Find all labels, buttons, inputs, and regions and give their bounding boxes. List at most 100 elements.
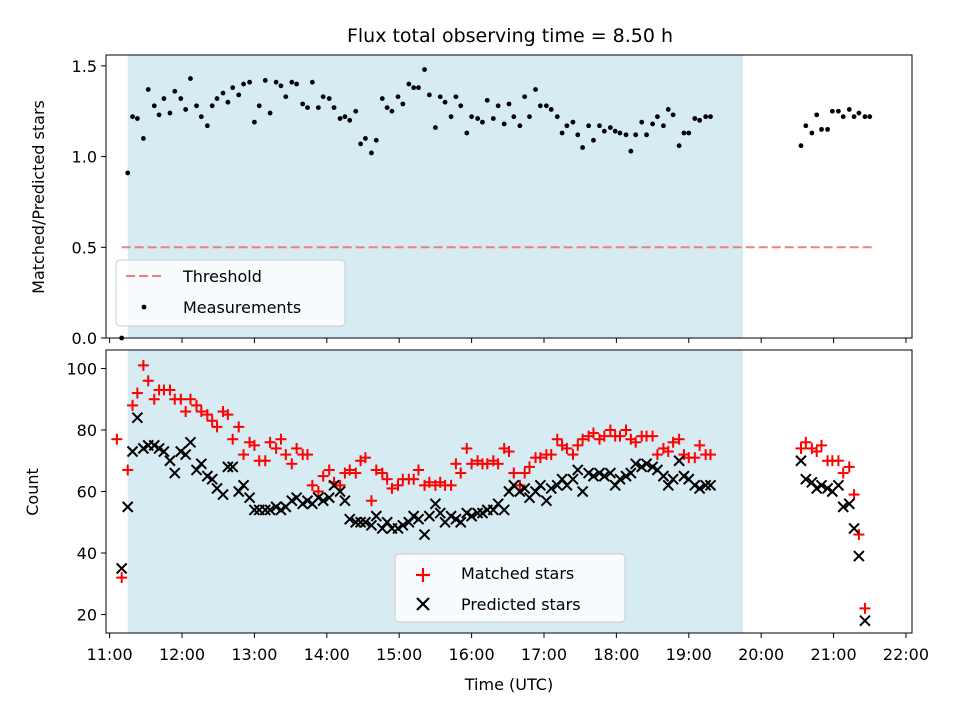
predicted-star-point	[169, 467, 181, 479]
measurement-point	[681, 130, 687, 136]
bottom-legend-box	[394, 553, 626, 623]
matched-star-point	[577, 433, 589, 445]
predicted-star-point	[158, 445, 170, 458]
predicted-star-point	[354, 516, 367, 528]
predicted-star-point	[131, 411, 144, 424]
legend-measurements-label: Measurements	[183, 298, 301, 317]
predicted-star-point	[323, 491, 335, 504]
matched-star-point	[647, 430, 659, 442]
measurement-point	[798, 143, 804, 149]
measurement-point	[183, 107, 189, 112]
matched-star-point	[514, 479, 526, 491]
matched-star-point	[195, 406, 207, 418]
predicted-star-point	[629, 458, 642, 470]
predicted-star-point	[587, 470, 600, 482]
measurement-point	[819, 126, 824, 132]
matched-star-point	[673, 433, 685, 445]
measurement-point	[422, 67, 427, 72]
matched-star-point	[211, 421, 223, 433]
measurement-point	[517, 123, 523, 129]
bottom-y-axis-label: Count	[23, 468, 42, 516]
measurement-point	[353, 108, 359, 114]
predicted-star-point	[815, 479, 828, 492]
matched-star-point	[423, 476, 435, 488]
matched-star-point	[148, 393, 160, 405]
x-tick-label: 20:00	[738, 645, 784, 664]
matched-star-point	[445, 479, 457, 491]
predicted-star-point	[237, 479, 250, 492]
measurement-point	[252, 119, 257, 125]
predicted-star-point	[640, 458, 653, 470]
matched-star-point	[370, 464, 382, 476]
measurement-point	[358, 141, 363, 147]
predicted-star-point	[800, 473, 812, 485]
predicted-star-point	[693, 482, 706, 495]
measurement-point	[825, 126, 830, 132]
measurement-point	[548, 107, 554, 112]
predicted-star-point	[122, 501, 134, 513]
matched-star-point	[811, 446, 823, 458]
measurement-point	[300, 101, 306, 107]
measurement-point	[151, 103, 157, 109]
measurement-point	[570, 119, 576, 125]
measurement-point	[522, 94, 528, 100]
matched-star-point	[122, 464, 134, 476]
matched-star-point	[227, 433, 239, 445]
measurement-point	[342, 114, 348, 120]
top-y-tick-label: 0.0	[72, 329, 97, 348]
measurement-point	[851, 114, 857, 120]
measurement-point	[475, 116, 481, 121]
matched-star-point	[131, 387, 143, 399]
measurement-point	[527, 114, 532, 120]
measurement-point	[601, 128, 607, 134]
predicted-star-point	[397, 519, 409, 532]
bottom-y-tick-label: 80	[77, 421, 97, 440]
predicted-star-point	[412, 513, 425, 525]
measurement-point	[644, 132, 649, 138]
x-axis-label: Time (UTC)	[464, 675, 553, 694]
matched-star-point	[598, 430, 610, 442]
matched-star-point	[705, 449, 716, 461]
predicted-star-point	[853, 550, 865, 562]
predicted-star-point	[179, 448, 192, 461]
matched-star-point	[264, 436, 276, 448]
measurement-point	[294, 81, 300, 87]
predicted-star-point	[598, 470, 611, 482]
predicted-star-point	[370, 510, 382, 522]
predicted-star-point	[248, 504, 261, 516]
matched-star-point	[259, 455, 271, 467]
measurement-point	[639, 119, 645, 125]
legend-threshold-label: Threshold	[182, 267, 262, 286]
matched-star-point	[184, 393, 196, 405]
measurement-point	[130, 114, 135, 120]
measurement-point	[400, 101, 406, 107]
measurement-point	[480, 119, 485, 125]
matched-star-point	[843, 461, 855, 473]
measurement-point	[856, 110, 862, 116]
measurement-point	[326, 96, 332, 101]
predicted-star-point	[534, 479, 547, 492]
matched-star-point	[694, 439, 706, 451]
predicted-star-point	[217, 488, 229, 501]
measurement-point	[464, 130, 470, 136]
measurement-point	[628, 148, 634, 154]
x-tick-label: 17:00	[521, 645, 567, 664]
measurement-point	[650, 121, 655, 127]
matched-star-point	[201, 409, 213, 421]
matched-star-point	[206, 415, 218, 427]
top-y-axis: 0.0 0.5 1.0 1.5	[72, 57, 106, 348]
predicted-star-point	[455, 516, 467, 528]
top-y-tick-label: 1.0	[72, 148, 97, 167]
matched-star-point	[111, 433, 123, 445]
predicted-star-point	[859, 614, 871, 627]
predicted-star-point	[848, 522, 860, 535]
measurement-point	[315, 105, 321, 111]
matched-star-point	[572, 439, 584, 451]
measurement-point	[331, 105, 337, 111]
measurement-point	[278, 83, 284, 89]
measurement-point	[167, 110, 173, 116]
matched-star-point	[317, 470, 329, 482]
predicted-star-point	[625, 467, 637, 479]
matched-star-point	[376, 467, 388, 479]
x-tick-label: 22:00	[883, 645, 929, 664]
